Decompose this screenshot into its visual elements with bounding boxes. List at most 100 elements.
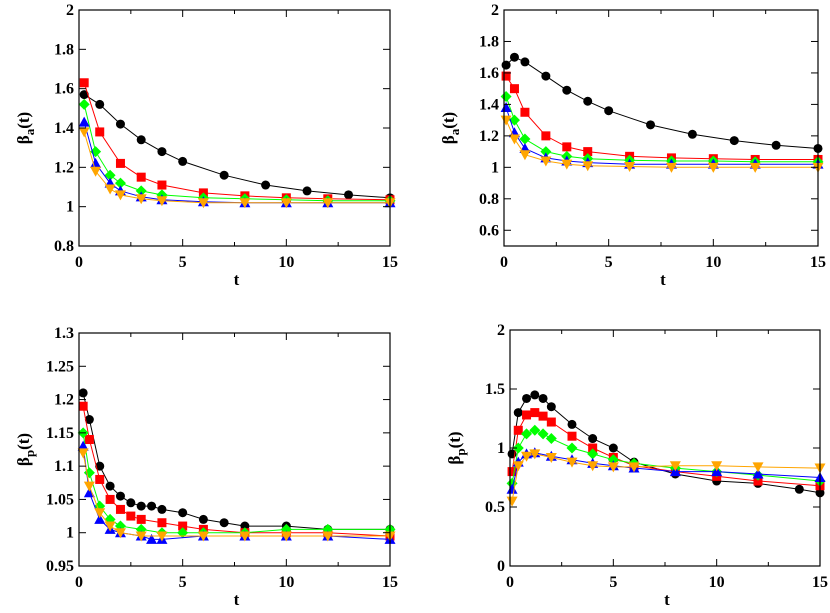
data-point: [509, 52, 519, 62]
series-black: [79, 90, 395, 203]
y-tick-label: 0: [497, 558, 505, 575]
y-tick-label: 1.05: [46, 491, 74, 508]
data-point: [219, 518, 229, 528]
data-point: [538, 411, 548, 421]
data-point: [588, 443, 598, 453]
data-point: [157, 180, 167, 190]
panel-bottom-right: 0 5 10 15 0 0.5 1 1.5 2 t βp(t): [445, 322, 828, 609]
series-black: [78, 388, 395, 534]
y-axis-title-sub: a: [22, 128, 37, 135]
series-orange: [78, 127, 396, 209]
data-point: [582, 161, 594, 172]
x-tick-label: 5: [179, 254, 187, 271]
data-point: [136, 135, 146, 145]
y-tick-label: 1.15: [46, 425, 74, 442]
data-point: [729, 136, 739, 146]
y-tick-label: 1.6: [54, 81, 74, 98]
data-point: [500, 102, 512, 113]
data-point: [669, 461, 681, 472]
data-point: [501, 71, 511, 81]
data-point: [135, 194, 147, 205]
series-red: [507, 408, 825, 491]
data-point: [90, 157, 102, 168]
y-tick-label: 1.2: [54, 159, 74, 176]
data-point: [529, 424, 541, 436]
data-point: [530, 408, 540, 418]
series-green: [77, 427, 396, 539]
x-tick-label: 15: [812, 574, 828, 591]
data-point: [344, 190, 354, 200]
y-axis-title: βp(t): [445, 431, 468, 464]
y-axis-title-sub: a: [447, 128, 462, 135]
series-line-green: [83, 104, 390, 202]
data-point: [280, 531, 292, 542]
data-point: [146, 533, 158, 544]
data-point: [687, 129, 697, 139]
data-point: [83, 481, 95, 492]
y-tick-label: 1: [491, 159, 499, 176]
data-point: [104, 184, 116, 195]
x-tick-label: 15: [382, 254, 398, 271]
y-axis-title: βp(t): [14, 433, 37, 466]
data-point: [219, 170, 229, 180]
data-point: [753, 476, 763, 486]
series-line-orange: [83, 131, 390, 204]
data-point: [178, 156, 188, 166]
data-point: [261, 180, 271, 190]
data-point: [513, 408, 523, 418]
series-black: [507, 390, 825, 498]
y-tick-label: 1.4: [54, 120, 74, 137]
x-tick-label: 15: [382, 574, 398, 591]
panel-top-left: 0 5 10 15 0.8 1 1.2 1.4 1.6 1.8 2 t βa(t): [14, 2, 398, 289]
x-tick-label: 5: [605, 254, 613, 271]
data-point: [665, 162, 677, 173]
data-point: [506, 496, 518, 507]
data-point: [501, 60, 511, 70]
y-tick-label: 1.25: [46, 358, 74, 375]
x-axis-title: t: [664, 590, 670, 609]
y-tick-label: 2: [497, 322, 505, 339]
data-point: [115, 119, 125, 129]
series-line-blue: [511, 452, 821, 490]
x-tick-label: 0: [500, 254, 508, 271]
x-axis-title: t: [660, 270, 666, 289]
data-point: [752, 468, 764, 479]
data-point: [157, 147, 167, 157]
data-point: [135, 531, 147, 542]
data-point: [114, 177, 126, 189]
data-point: [79, 90, 89, 100]
y-axis-title-arg: (t): [14, 112, 33, 129]
data-point: [608, 443, 618, 453]
data-point: [540, 146, 552, 158]
data-point: [500, 115, 512, 126]
data-point: [561, 159, 573, 170]
data-point: [90, 166, 102, 177]
data-point: [583, 96, 593, 106]
data-point: [84, 435, 94, 445]
x-axis-title: t: [234, 590, 240, 609]
x-tick-label: 10: [278, 254, 294, 271]
series-black: [501, 52, 823, 153]
data-point: [322, 198, 334, 209]
data-point: [157, 504, 167, 514]
data-point: [83, 467, 95, 479]
data-point: [77, 448, 89, 459]
y-axis-title-base: β: [439, 135, 458, 144]
data-point: [509, 84, 519, 94]
y-tick-label: 1.2: [54, 392, 74, 409]
x-tick-label: 15: [810, 254, 826, 271]
data-point: [239, 198, 251, 209]
data-point: [197, 198, 209, 209]
series-green: [500, 91, 824, 168]
data-point: [115, 504, 125, 514]
data-point: [198, 514, 208, 524]
data-point: [567, 431, 577, 441]
data-point: [513, 425, 523, 435]
data-point: [646, 120, 656, 130]
data-point: [83, 487, 95, 498]
series-orange: [506, 449, 826, 507]
data-point: [135, 185, 147, 197]
data-point: [521, 451, 533, 462]
data-point: [587, 461, 599, 472]
